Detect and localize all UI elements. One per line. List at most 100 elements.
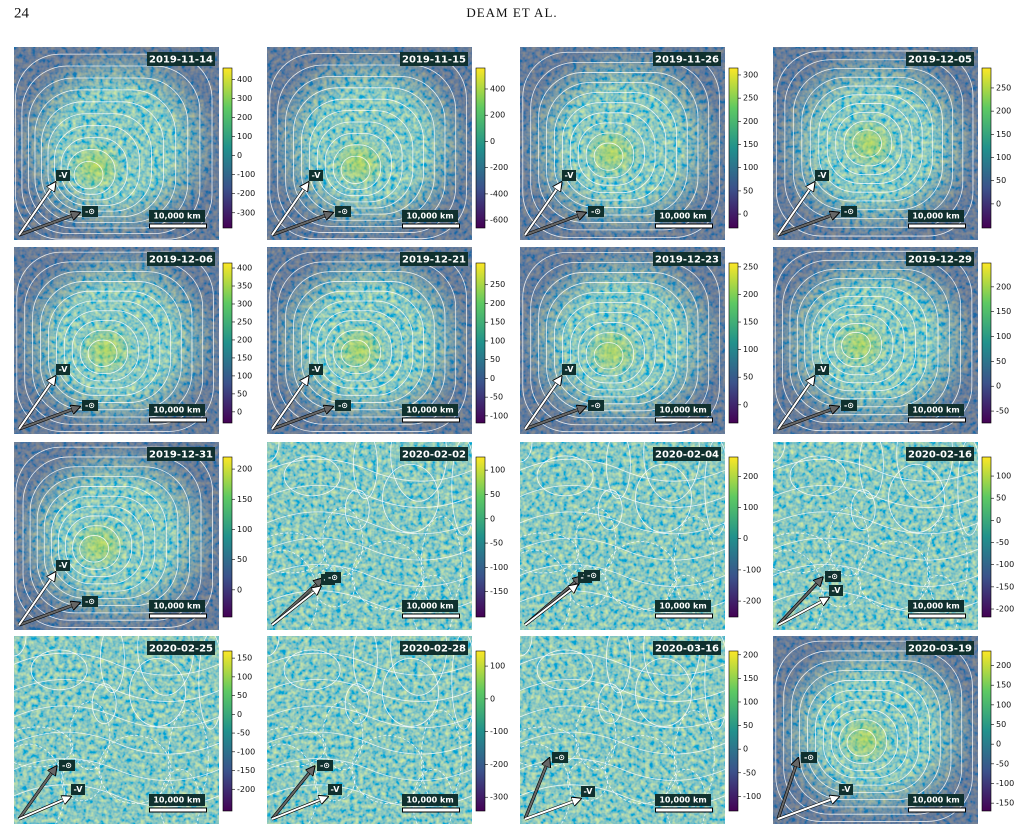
contour (520, 743, 571, 824)
contour (814, 689, 920, 786)
colorbar (475, 456, 486, 618)
colorbar-tick-label: 0 (490, 514, 495, 523)
colorbar-tick-label: 200 (743, 472, 758, 481)
colorbar (475, 650, 486, 812)
contour (316, 121, 403, 203)
contour (775, 50, 974, 237)
contour (830, 709, 898, 771)
contour (593, 142, 624, 171)
date-box (147, 52, 215, 66)
colorbar (981, 650, 992, 812)
colorbar-tick-label: -50 (743, 768, 756, 777)
contour (14, 731, 219, 755)
contour (283, 455, 341, 497)
colorbar (222, 650, 233, 812)
core-glow (584, 325, 641, 378)
velocity-box (56, 364, 70, 375)
contour (382, 463, 439, 533)
contour (782, 259, 961, 424)
contour (324, 133, 392, 197)
colorbar-tick-label: 100 (743, 163, 758, 172)
contour (308, 300, 414, 396)
colorbar-tick-label: 50 (237, 555, 247, 564)
contour (344, 683, 370, 725)
velocity-box (562, 170, 576, 181)
colorbar-tick-label: -100 (743, 565, 761, 574)
contour (332, 329, 382, 375)
contour (597, 489, 623, 531)
contour (773, 564, 978, 587)
contour (58, 505, 144, 585)
contour (554, 292, 677, 405)
colorbar-tick-label: 50 (743, 186, 753, 195)
colorbar-tick-label: 0 (996, 199, 1001, 208)
contour (597, 683, 623, 725)
contour (850, 489, 876, 531)
panel-date: 2020-02-04 (655, 450, 719, 461)
panel: 2019-11-15 10,000 km -V -⊙ 400 200 0 -200 -400 -6… (267, 47, 508, 240)
contour (704, 442, 725, 536)
date-box (400, 447, 468, 461)
colorbar-tick-label: -100 (996, 779, 1014, 788)
colorbar-tick-label: 50 (490, 490, 500, 499)
colorbar-tick-label: 0 (490, 374, 495, 383)
contour (569, 312, 656, 391)
colorbar-tick-label: 150 (996, 307, 1011, 316)
map-image (267, 247, 472, 434)
velocity-arrow (524, 377, 561, 430)
contour (522, 51, 720, 238)
colorbar-tick-label: 100 (996, 153, 1011, 162)
map-image (14, 247, 219, 434)
contour (520, 731, 725, 755)
scale-box (908, 600, 964, 612)
running-title: DEAM ET AL. (466, 5, 557, 20)
colorbar-tick-label: 200 (237, 335, 252, 344)
contour (819, 304, 905, 384)
scale-label: 10,000 km (406, 602, 453, 611)
contour (40, 281, 182, 411)
core-glow (841, 117, 898, 170)
scale-label: 10,000 km (659, 796, 706, 805)
contour (65, 515, 133, 577)
panel-date: 2019-11-15 (402, 55, 466, 66)
contour (332, 144, 382, 190)
colorbar-tick-label: -50 (996, 759, 1009, 768)
contour (293, 281, 435, 411)
velocity-label: -V (312, 171, 322, 180)
contour (520, 726, 579, 768)
colorbar-tick-label: 200 (996, 661, 1011, 670)
sun-label: -⊙ (320, 761, 330, 770)
contour (322, 507, 364, 577)
contour (818, 94, 923, 193)
colorbar-tick-label: 100 (743, 697, 758, 706)
contour (420, 709, 462, 807)
contour (267, 652, 472, 676)
colorbar-tick-label: -100 (743, 792, 761, 801)
date-box (906, 252, 974, 266)
contour (267, 758, 472, 781)
sun-arrow (524, 759, 549, 820)
contour (704, 636, 725, 730)
sun-arrow (271, 407, 332, 430)
scale-label: 10,000 km (153, 796, 200, 805)
contour (47, 113, 152, 212)
contour (71, 320, 139, 382)
colorbar-tick-label: 50 (996, 494, 1006, 503)
panel-date: 2020-02-28 (402, 644, 466, 655)
colorbar-tick-label: 150 (743, 318, 758, 327)
contour (789, 268, 950, 416)
scale-label: 10,000 km (153, 602, 200, 611)
colorbar-tick-label: 100 (996, 332, 1011, 341)
velocity-box (56, 170, 70, 181)
contour (801, 76, 943, 211)
colorbar-tick-label: 100 (743, 345, 758, 354)
colorbar-tick-label: 0 (743, 745, 748, 754)
panel: 2019-12-29 10,000 km -V -⊙ 200 150 100 50 0 -50 (773, 247, 1011, 434)
contour (828, 507, 870, 577)
velocity-label: -V (59, 171, 69, 180)
velocity-label: -V (818, 365, 828, 374)
contour (520, 458, 725, 482)
colorbar-tick-label: 300 (237, 94, 252, 103)
velocity-arrow (524, 799, 580, 820)
colorbar-tick-label: -200 (996, 605, 1014, 614)
